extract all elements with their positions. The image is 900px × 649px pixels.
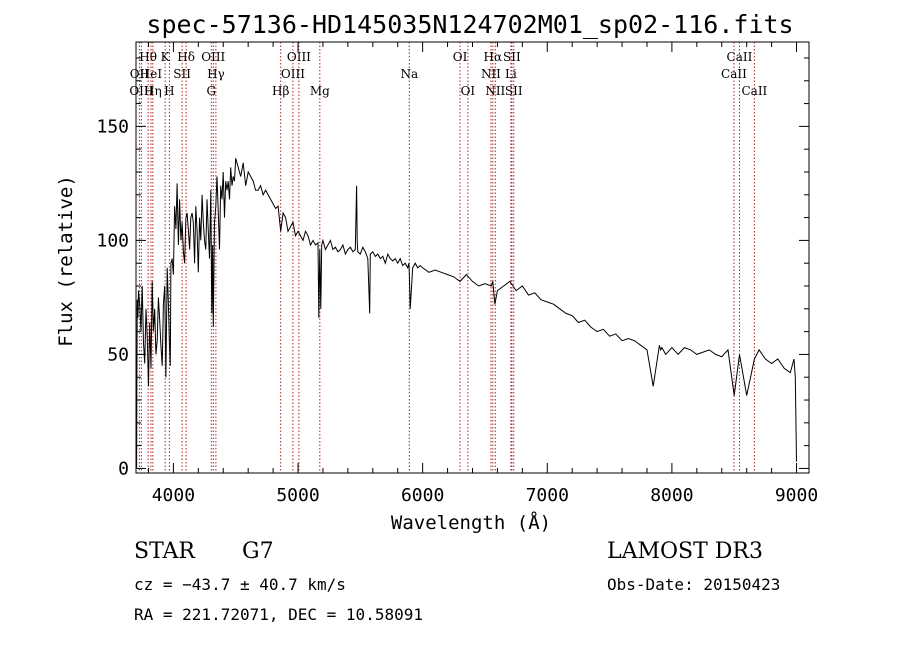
spectral-line-labels: OII OIII Hθ HeI Hη K H SII Hδ G OIII Hγ Hβ OIII OIII Mg… xyxy=(129,50,767,98)
observation-date: Obs-Date: 20150423 xyxy=(607,575,780,594)
x-tick-label-2: 6000 xyxy=(401,485,444,506)
line-label-11: Hγ xyxy=(207,67,225,81)
line-label-12: Hβ xyxy=(272,84,289,98)
object-class: STAR xyxy=(134,539,196,564)
y-axis-label: Flux (relative) xyxy=(55,175,77,347)
line-label-3: HeI xyxy=(140,67,163,81)
spectrum-series-line xyxy=(135,158,797,469)
line-label-16: Na xyxy=(400,67,418,81)
line-label-2: Hθ xyxy=(139,50,157,64)
x-tick-label-4: 8000 xyxy=(650,485,693,506)
line-label-0: OII xyxy=(130,67,150,81)
coordinates: RA = 221.72071, DEC = 10.58091 xyxy=(134,605,423,624)
axis-tick-labels: 4000 5000 6000 7000 8000 9000 0 50 100 150 xyxy=(96,116,818,506)
x-tick-label-0: 4000 xyxy=(152,485,195,506)
line-label-15: Mg xyxy=(310,84,330,98)
x-axis-label: Wavelength (Å) xyxy=(391,511,551,534)
line-label-21: NII xyxy=(485,84,505,98)
line-label-20: Hα xyxy=(484,50,503,64)
line-label-14: OIII xyxy=(287,50,311,64)
line-label-1: OIII xyxy=(129,84,153,98)
y-tick-label-0: 0 xyxy=(118,458,129,479)
line-label-25: CaII xyxy=(721,67,747,81)
x-tick-label-5: 9000 xyxy=(775,485,818,506)
line-label-9: G xyxy=(206,84,216,98)
line-label-10: OIII xyxy=(201,50,225,64)
line-label-13: OIII xyxy=(281,67,305,81)
spectral-line-markers xyxy=(138,42,755,473)
line-label-26: CaII xyxy=(727,50,753,64)
y-tick-label-3: 150 xyxy=(96,116,129,137)
x-tick-label-1: 5000 xyxy=(276,485,319,506)
line-label-17: OI xyxy=(453,50,468,64)
line-label-27: CaII xyxy=(741,84,767,98)
plot-frame xyxy=(135,41,810,474)
line-label-23: Li xyxy=(505,67,517,81)
survey-name: LAMOST DR3 xyxy=(607,539,763,564)
line-label-18: OI xyxy=(461,84,476,98)
line-label-4: Hη xyxy=(144,84,162,98)
line-label-5: K xyxy=(161,50,171,64)
y-tick-label-2: 100 xyxy=(96,230,129,251)
line-label-24: SII xyxy=(505,84,523,98)
line-label-7: SII xyxy=(173,67,191,81)
axis-ticks xyxy=(136,42,809,473)
line-label-8: Hδ xyxy=(177,50,195,64)
chart-title: spec-57136-HD145035N124702M01_sp02-116.f… xyxy=(146,10,793,39)
x-tick-label-3: 7000 xyxy=(526,485,569,506)
line-label-22: SII xyxy=(503,50,521,64)
line-label-6: H xyxy=(164,84,174,98)
line-label-19: NII xyxy=(481,67,501,81)
y-tick-label-1: 50 xyxy=(107,344,129,365)
redshift-velocity: cz = −43.7 ± 40.7 km/s xyxy=(134,575,346,594)
object-subclass: G7 xyxy=(242,539,274,564)
